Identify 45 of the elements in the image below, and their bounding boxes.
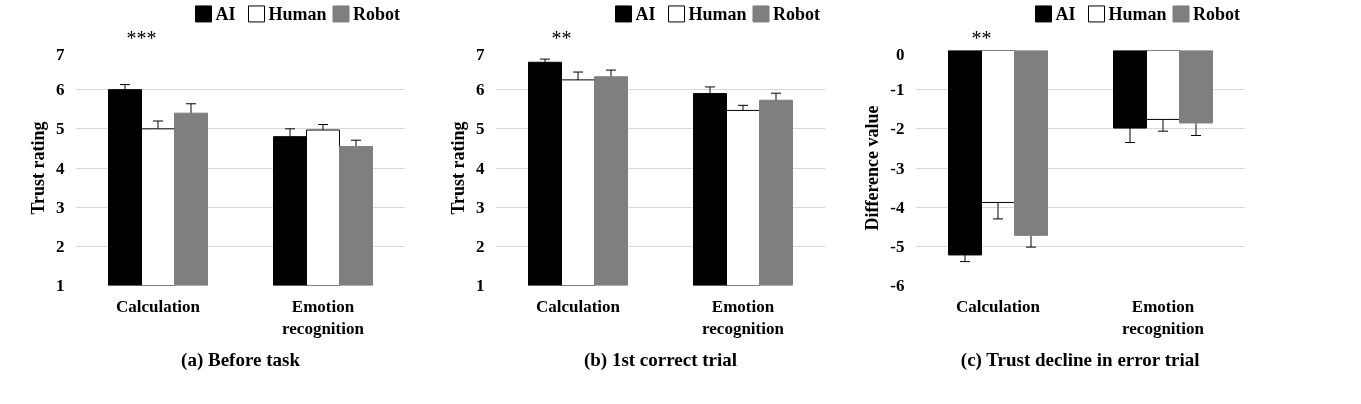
text: ** <box>971 26 992 49</box>
legend-label: Robot <box>1193 3 1241 24</box>
y-tick-label: -3 <box>890 158 905 178</box>
y-tick-label: 0 <box>896 44 905 64</box>
x-tick-label: Calculation <box>535 296 621 316</box>
y-axis-title: Trust rating <box>28 121 48 215</box>
y-tick-label: 4 <box>56 158 65 178</box>
y-tick-label: 6 <box>56 80 65 100</box>
legend-label: Human <box>688 3 747 24</box>
legend-label: AI <box>1055 3 1076 24</box>
text: ** <box>551 26 572 49</box>
y-tick-label: 6 <box>476 80 485 100</box>
y-tick-label: 1 <box>56 276 65 295</box>
legend-label: Robot <box>353 3 401 24</box>
legend-label: AI <box>215 3 236 24</box>
legend-label: Human <box>268 3 327 24</box>
x-tick-label: Emotion recognition <box>282 296 365 339</box>
y-tick-label: 7 <box>476 44 485 64</box>
x-tick-label: Calculation <box>115 296 201 316</box>
text: (c) Trust decline in error trial <box>960 348 1200 371</box>
y-tick-label: -4 <box>890 197 905 217</box>
y-tick-label: 1 <box>476 276 485 295</box>
x-tick-label: Calculation <box>955 296 1041 316</box>
x-tick-label: Emotion recognition <box>1122 296 1205 339</box>
y-tick-label: 5 <box>56 119 65 139</box>
y-axis-title: Trust rating <box>448 121 468 215</box>
y-tick-label: -6 <box>890 276 905 295</box>
legend-label: Human <box>1108 3 1167 24</box>
y-tick-label: 3 <box>476 197 485 217</box>
y-tick-label: 2 <box>476 236 485 256</box>
legend-label: AI <box>635 3 656 24</box>
y-tick-label: -5 <box>890 236 905 256</box>
y-tick-label: 2 <box>56 236 65 256</box>
y-tick-label: 5 <box>476 119 485 139</box>
text: *** <box>126 26 157 49</box>
y-axis-title: Difference value <box>862 105 883 231</box>
legend-label: Robot <box>773 3 821 24</box>
y-tick-label: -1 <box>890 80 905 100</box>
text: (b) 1st correct trial <box>583 348 738 371</box>
y-tick-label: 7 <box>56 44 65 64</box>
y-tick-label: 3 <box>56 197 65 217</box>
x-tick-label: Emotion recognition <box>702 296 785 339</box>
y-tick-label: -2 <box>890 119 905 139</box>
y-tick-label: 4 <box>476 158 485 178</box>
text: (a) Before task <box>181 348 301 371</box>
